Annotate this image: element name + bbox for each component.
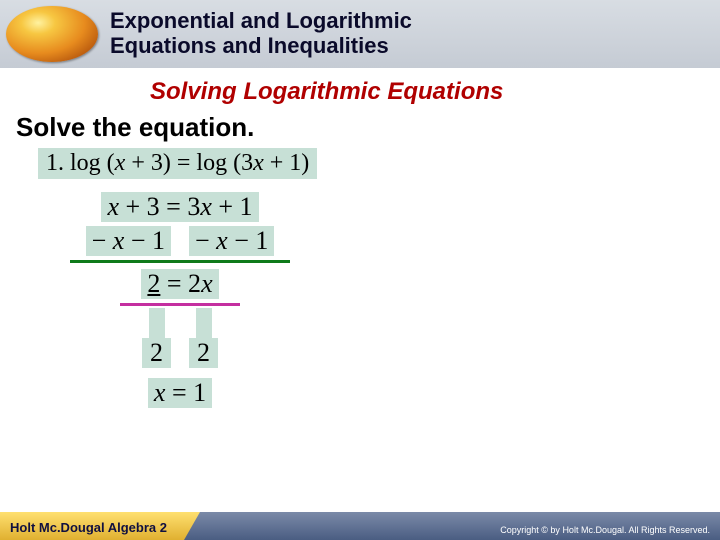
problem-lhs: log (x + 3) <box>70 150 171 176</box>
logo-oval-icon <box>6 6 98 62</box>
step-3: 2 = 2x <box>70 267 290 301</box>
answer: x = 1 <box>70 376 290 410</box>
fraction-right: 2 <box>189 308 218 368</box>
footer-bar: Holt Mc.Dougal Algebra 2 Copyright © by … <box>0 512 720 540</box>
fraction-left: 2 <box>142 308 171 368</box>
header-bar: Exponential and Logarithmic Equations an… <box>0 0 720 68</box>
footer-brand: Holt Mc.Dougal Algebra 2 <box>10 520 167 535</box>
slide: Exponential and Logarithmic Equations an… <box>0 0 720 540</box>
problem-number: 1. <box>46 150 64 176</box>
problem-rhs: log (3x + 1) <box>196 150 309 176</box>
problem-statement: 1. log (x + 3) = log (3x + 1) <box>38 148 317 179</box>
subtract-left: − x − 1 <box>86 226 171 256</box>
step-4-divide: 2 2 <box>70 308 290 368</box>
step-2-subtract: − x − 1 − x − 1 <box>70 226 290 256</box>
work-column: x + 3 = 3x + 1 − x − 1 − x − 1 2 = 2x 2 … <box>70 190 290 410</box>
instruction-text: Solve the equation. <box>16 112 254 143</box>
subtract-right: − x − 1 <box>189 226 274 256</box>
title-line1: Exponential and Logarithmic <box>110 8 412 33</box>
chapter-title: Exponential and Logarithmic Equations an… <box>110 8 412 59</box>
title-line2: Equations and Inequalities <box>110 33 389 58</box>
section-subtitle: Solving Logarithmic Equations <box>150 78 503 106</box>
footer-copyright: Copyright © by Holt Mc.Dougal. All Right… <box>500 525 710 535</box>
step-1: x + 3 = 3x + 1 <box>70 190 290 224</box>
divider-magenta <box>120 303 240 306</box>
divider-green <box>70 260 290 263</box>
